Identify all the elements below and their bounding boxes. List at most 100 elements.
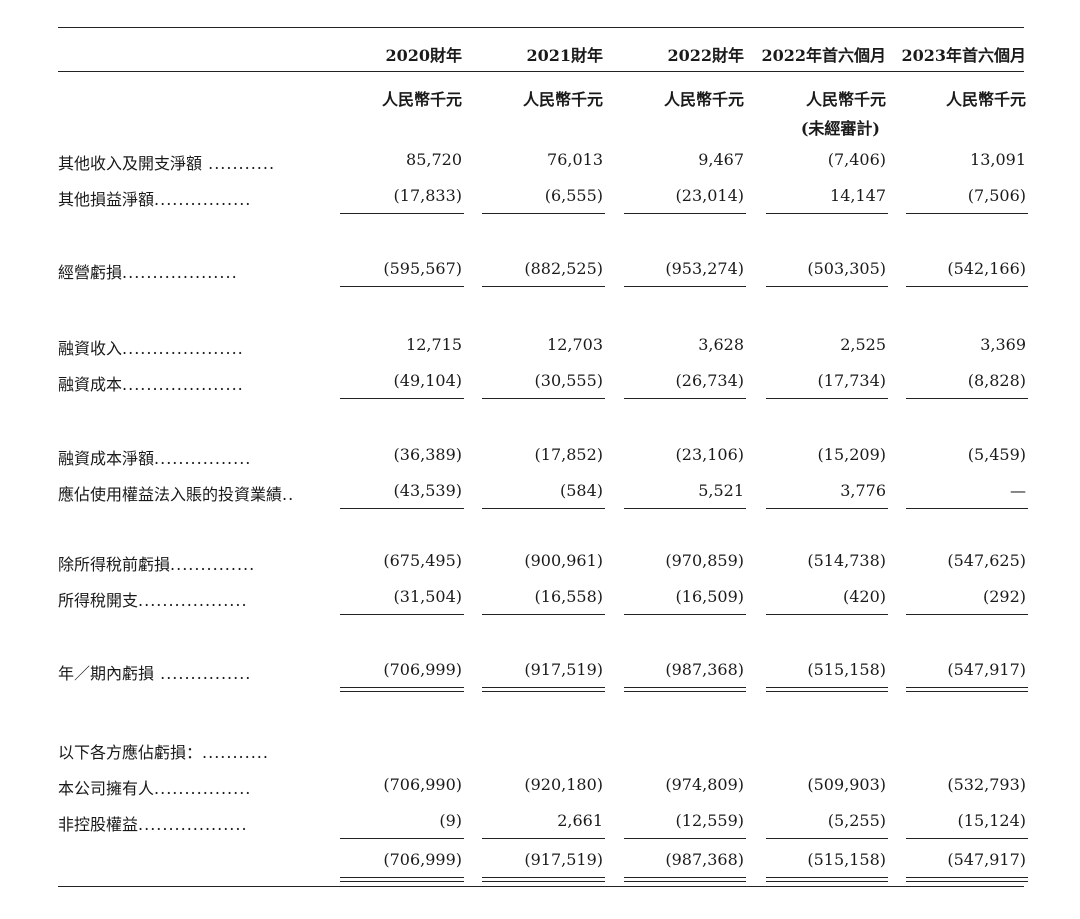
subtotal-underline [624, 398, 746, 399]
row-label-leader-dots: ........... [202, 743, 269, 762]
subtotal-underline [340, 213, 464, 214]
row-label-text: 其他損益淨額 [58, 190, 155, 209]
table-row: 以下各方應佔虧損：........... [0, 739, 1080, 765]
value-cell: (292) [982, 587, 1026, 606]
table-row: 年／期內虧損 ............... (706,999) (917,519)… [0, 660, 1080, 686]
subtotal-underline [624, 838, 746, 839]
table-row: 所得稅開支.................. (31,504) (16,558) (… [0, 587, 1080, 613]
subtotal-underline [482, 838, 605, 839]
row-label: 融資成本.................... [58, 371, 314, 395]
row-label: 其他損益淨額................ [58, 186, 314, 210]
row-label-text: 以下各方應佔虧損： [58, 743, 203, 762]
table-row: 除所得稅前虧損.............. (675,495) (900,961) (… [0, 551, 1080, 577]
row-label-leader-dots: .................. [138, 591, 248, 610]
column-unit-2: 人民幣千元 [663, 90, 744, 109]
value-cell: (16,509) [675, 587, 744, 606]
subtotal-underline [482, 508, 605, 509]
column-unit-4: 人民幣千元 [945, 90, 1026, 109]
value-cell: (503,305) [807, 259, 886, 278]
table-row: 融資成本.................... (49,104) (30,555)… [0, 371, 1080, 397]
value-cell: (532,793) [947, 775, 1026, 794]
value-cell: (900,961) [524, 551, 603, 570]
value-cell: (547,625) [947, 551, 1026, 570]
value-cell: (970,859) [665, 551, 744, 570]
value-cell: (882,525) [524, 259, 603, 278]
row-label-text: 融資收入 [58, 339, 123, 358]
subtotal-underline [766, 398, 888, 399]
value-cell: 2,661 [557, 811, 603, 830]
total-double-underline [766, 687, 888, 692]
table-row: 非控股權益.................. (9) 2,661 (12,559) (… [0, 811, 1080, 837]
value-cell: (30,555) [534, 371, 603, 390]
table-row: 應佔使用權益法入賬的投資業績.. (43,539) (584) 5,521 3,776 — [0, 481, 1080, 507]
column-year-3: 2022年首六個月 [761, 46, 886, 65]
row-label-leader-dots: ................ [154, 779, 252, 798]
value-cell: (15,124) [957, 811, 1026, 830]
value-cell: (23,106) [675, 445, 744, 464]
column-year-1: 2021財年 [526, 46, 603, 65]
value-cell: (23,014) [675, 186, 744, 205]
value-cell: (920,180) [524, 775, 603, 794]
value-cell: (17,852) [534, 445, 603, 464]
row-label: 融資成本淨額................ [58, 445, 314, 469]
subtotal-underline [482, 398, 605, 399]
value-cell: 2,525 [840, 335, 886, 354]
subtotal-underline [766, 614, 888, 615]
value-cell: (420) [842, 587, 886, 606]
subtotal-underline [624, 508, 746, 509]
table-row: 本公司擁有人................ (706,990) (920,180)… [0, 775, 1080, 801]
header-rule [58, 71, 1024, 72]
subtotal-underline [906, 838, 1028, 839]
subtotal-underline [766, 286, 888, 287]
total-double-underline [482, 877, 605, 882]
subtotal-underline [340, 286, 464, 287]
table-row: (706,999) (917,519) (987,368) (515,158) (547… [0, 850, 1080, 876]
subtotal-underline [340, 508, 464, 509]
value-cell: (16,558) [534, 587, 603, 606]
value-cell: 85,720 [406, 150, 462, 169]
total-double-underline [624, 687, 746, 692]
row-label: 融資收入.................... [58, 335, 314, 359]
value-cell: (8,828) [967, 371, 1026, 390]
row-label-text: 本公司擁有人 [58, 779, 155, 798]
subtotal-underline [766, 508, 888, 509]
value-cell: (987,368) [665, 660, 744, 679]
value-cell: (12,559) [675, 811, 744, 830]
subtotal-underline [624, 286, 746, 287]
row-label-leader-dots: .. [282, 485, 295, 504]
total-double-underline [906, 877, 1028, 882]
value-cell: (542,166) [947, 259, 1026, 278]
column-unit-0: 人民幣千元 [381, 90, 462, 109]
value-cell: (17,734) [817, 371, 886, 390]
value-cell: (675,495) [383, 551, 462, 570]
row-label-text: 除所得稅前虧損 [58, 555, 171, 574]
subtotal-underline [766, 213, 888, 214]
row-label-leader-dots: .................... [122, 339, 244, 358]
row-label-text: 融資成本淨額 [58, 449, 155, 468]
value-cell: (595,567) [383, 259, 462, 278]
value-cell: (6,555) [544, 186, 603, 205]
value-cell: 5,521 [698, 481, 744, 500]
column-year-2: 2022財年 [667, 46, 744, 65]
subtotal-underline [482, 213, 605, 214]
subtotal-underline [482, 286, 605, 287]
value-cell: 3,628 [698, 335, 744, 354]
row-label: 非控股權益.................. [58, 811, 314, 835]
value-cell: (514,738) [807, 551, 886, 570]
row-label: 年／期內虧損 ............... [58, 660, 314, 684]
subtotal-underline [906, 508, 1028, 509]
table-row: 融資成本淨額................ (36,389) (17,852) (2… [0, 445, 1080, 471]
value-cell: (917,519) [524, 660, 603, 679]
value-cell: (7,506) [967, 186, 1026, 205]
bottom-rule [58, 886, 1024, 887]
value-cell: (987,368) [665, 850, 744, 869]
value-cell: (917,519) [524, 850, 603, 869]
value-cell: 14,147 [830, 186, 886, 205]
value-cell: (31,504) [393, 587, 462, 606]
value-cell: (584) [559, 481, 603, 500]
subtotal-underline [766, 838, 888, 839]
value-cell: 12,703 [547, 335, 603, 354]
table-row: 經營虧損................... (595,567) (882,525… [0, 259, 1080, 285]
value-cell: (509,903) [807, 775, 886, 794]
